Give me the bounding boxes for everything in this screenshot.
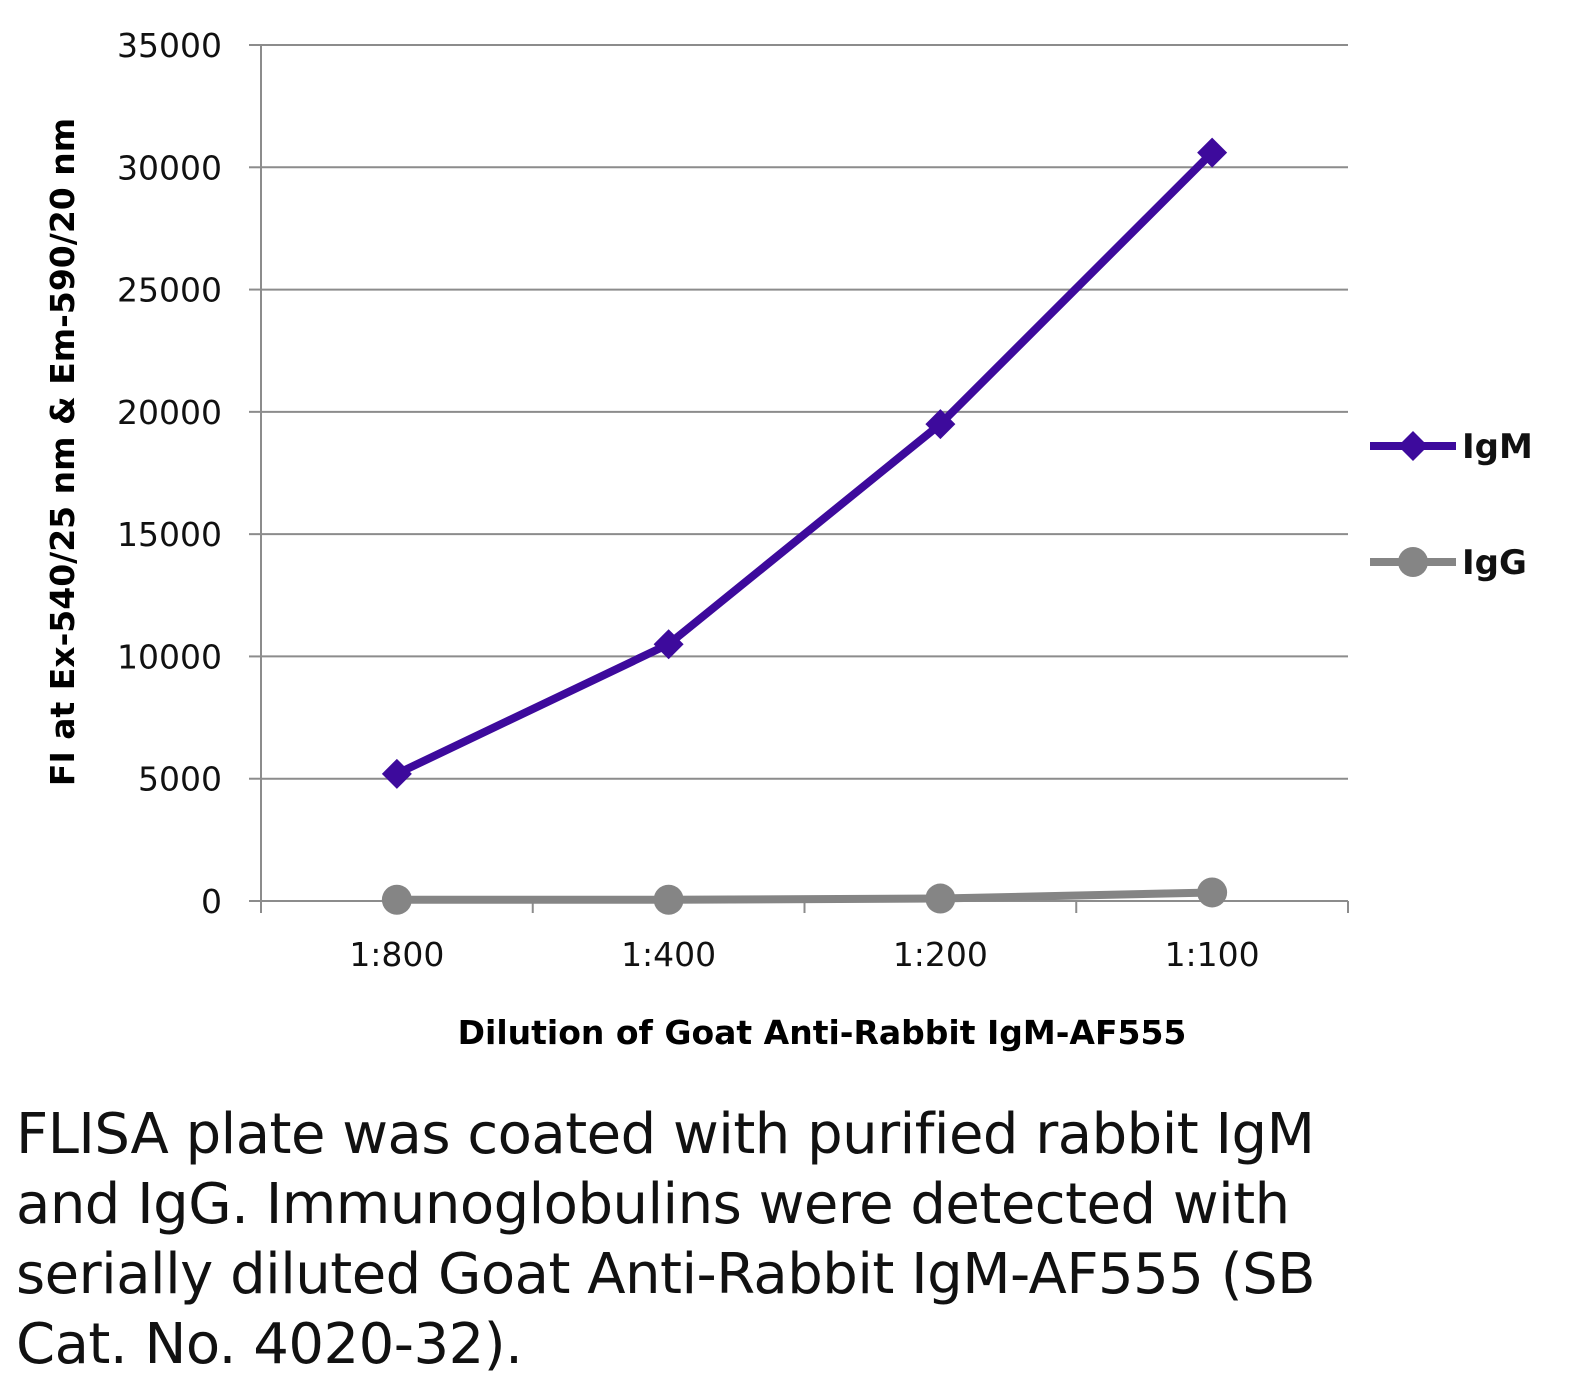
data-point-diamond	[925, 409, 956, 440]
x-tick-label: 1:400	[621, 935, 716, 974]
x-tick-label: 1:200	[893, 935, 988, 974]
x-axis-label: Dilution of Goat Anti-Rabbit IgM-AF555	[458, 1013, 1187, 1052]
data-point-circle	[925, 883, 956, 914]
figure-caption: FLISA plate was coated with purified rab…	[16, 1102, 1316, 1377]
series-line-igm	[395, 149, 1215, 778]
data-point-circle	[1197, 877, 1228, 908]
y-tick-label: 35000	[117, 26, 222, 65]
y-tick-label: 15000	[117, 515, 222, 554]
y-tick-label: 5000	[138, 760, 222, 799]
y-tick-label: 0	[201, 882, 222, 921]
y-tick-label: 20000	[117, 393, 222, 432]
data-point-circle	[381, 884, 412, 915]
series-line-igg	[396, 888, 1213, 904]
legend-label: IgM	[1462, 427, 1533, 467]
data-point-diamond	[653, 629, 684, 660]
x-tick-label: 1:800	[349, 935, 444, 974]
x-tick-label: 1:100	[1165, 935, 1260, 974]
data-point-diamond	[381, 758, 412, 789]
data-point-circle	[653, 884, 684, 915]
y-tick-label: 30000	[117, 148, 222, 187]
data-point-diamond	[1197, 137, 1228, 168]
y-axis-label: FI at Ex-540/25 nm & Em-590/20 nm	[43, 118, 82, 786]
legend-label: IgG	[1462, 543, 1527, 583]
data-point-circle	[1398, 547, 1428, 577]
y-tick-label: 10000	[117, 637, 222, 676]
y-tick-label: 25000	[117, 271, 222, 310]
data-point-diamond	[1398, 431, 1428, 461]
